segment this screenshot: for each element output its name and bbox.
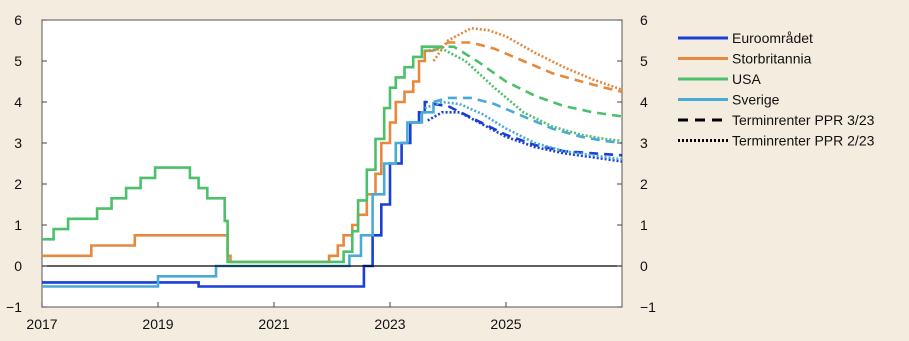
y-tick-label-right: 1: [640, 217, 648, 233]
series-usa-ppr-3-23: [433, 45, 623, 118]
y-tick-label-right: 4: [640, 94, 648, 110]
y-tick-label-right: 3: [640, 135, 648, 151]
y-tick-label-left: 5: [14, 53, 22, 69]
y-tick-label-right: 5: [640, 53, 648, 69]
series-sverige-ppr-2-23: [424, 100, 623, 161]
axis-ticks: −1 −1 0 0 1 1 2 2 3 3 4 4 5 5 6 6 2017 2019 2021 2023 2025: [6, 12, 656, 332]
y-tick-label-right: 2: [640, 176, 648, 192]
y-tick-label-left: 0: [14, 258, 22, 274]
series-layer: [42, 26, 623, 288]
y-tick-label-right: −1: [640, 299, 656, 315]
series-sverige-ppr-3-23: [433, 96, 623, 145]
legend-label: Terminrenter PPR 3/23: [732, 112, 875, 128]
series-usa-ppr-2-23: [424, 47, 623, 143]
series-sverige-history: [42, 102, 435, 288]
x-tick-label: 2021: [258, 316, 289, 332]
y-tick-label-left: 1: [14, 217, 22, 233]
series-usa-history: [42, 45, 434, 264]
y-tick-label-right: 6: [640, 12, 648, 28]
y-tick-label-left: 6: [14, 12, 22, 28]
series-storbritannia-ppr-3-23: [432, 41, 623, 94]
y-tick-label-left: −1: [6, 299, 22, 315]
y-tick-label-right: 0: [640, 258, 648, 274]
legend-label: Storbritannia: [732, 51, 812, 67]
plot-area: [41, 19, 623, 308]
legend: Euroområdet Storbritannia USA Sverige Termin…: [678, 30, 875, 149]
series-euroomr-det-history: [42, 100, 428, 288]
x-tick-label: 2025: [490, 316, 521, 332]
series-euroomr-det-ppr-3-23: [433, 102, 623, 157]
x-tick-label: 2017: [26, 316, 57, 332]
y-tick-label-left: 3: [14, 135, 22, 151]
y-tick-label-left: 4: [14, 94, 22, 110]
legend-label: USA: [732, 71, 761, 87]
y-tick-label-left: 2: [14, 176, 22, 192]
series-storbritannia-ppr-2-23: [432, 26, 623, 91]
x-tick-label: 2023: [374, 316, 405, 332]
x-tick-label: 2019: [142, 316, 173, 332]
legend-label: Terminrenter PPR 2/23: [732, 133, 875, 149]
legend-label: Euroområdet: [732, 30, 813, 46]
legend-label: Sverige: [732, 92, 780, 108]
